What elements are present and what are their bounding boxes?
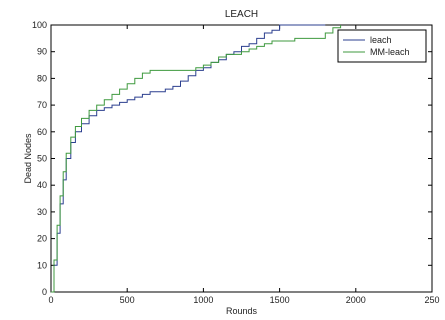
axis-ticks: 0 500 1000 1500 2000 250010203040506070809010… <box>32 20 440 305</box>
y-tick-label: 0 <box>42 287 47 297</box>
y-tick-label: 70 <box>37 100 47 110</box>
chart-title: LEACH <box>225 9 258 20</box>
y-tick-label: 40 <box>37 180 47 190</box>
legend: leach MM-leach <box>337 29 427 63</box>
x-tick-label: 1000 <box>193 295 213 305</box>
y-axis-label: Dead Nodes <box>23 133 33 184</box>
x-tick-label: 2000 <box>346 295 366 305</box>
y-tick-label: 10 <box>37 260 47 270</box>
y-tick-label: 30 <box>37 207 47 217</box>
series-lines <box>51 24 342 293</box>
x-tick-label: 1500 <box>270 295 290 305</box>
y-tick-label: 60 <box>37 127 47 137</box>
x-tick-label: 0 <box>48 295 53 305</box>
y-tick-label: 80 <box>37 73 47 83</box>
y-tick-label: 100 <box>32 20 47 30</box>
legend-label: MM-leach <box>370 47 410 57</box>
x-axis-label: Rounds <box>226 306 258 316</box>
x-tick-label: 250 <box>424 295 439 305</box>
series-line-leach <box>51 24 326 293</box>
series-line-mm-leach <box>51 25 342 293</box>
y-tick-label: 90 <box>37 47 47 57</box>
legend-label: leach <box>370 35 392 45</box>
x-tick-label: 500 <box>120 295 135 305</box>
plot-area <box>50 24 433 293</box>
y-tick-label: 50 <box>37 154 47 164</box>
legend-box <box>337 29 427 63</box>
y-tick-label: 20 <box>37 234 47 244</box>
